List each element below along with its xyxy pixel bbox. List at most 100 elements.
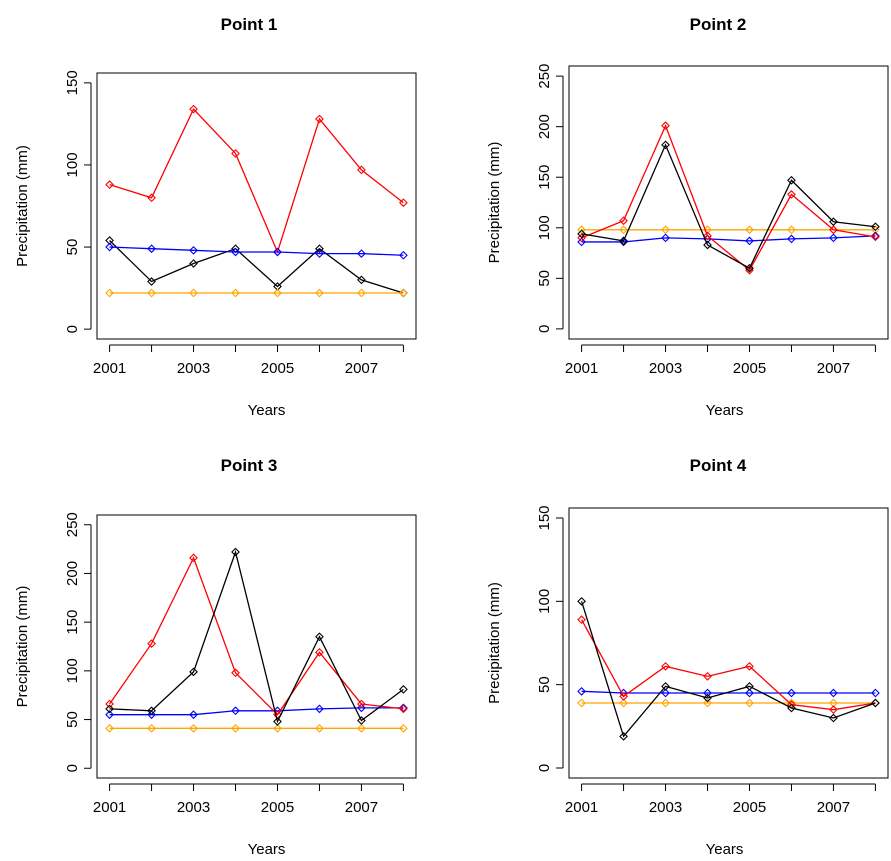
data-point	[787, 225, 796, 235]
series-3	[105, 242, 408, 260]
x-tick-label: 2007	[817, 360, 850, 377]
data-point	[357, 716, 366, 725]
data-point	[829, 705, 838, 715]
x-tick-label: 2005	[261, 360, 294, 377]
data-point	[703, 688, 712, 698]
x-tick-label: 2003	[649, 360, 682, 377]
data-point	[703, 231, 712, 241]
series-line	[109, 556, 404, 716]
data-point	[315, 723, 324, 733]
data-point	[147, 639, 156, 648]
x-axis-label: Years	[706, 402, 744, 419]
series-line	[109, 549, 404, 724]
data-point	[661, 661, 670, 671]
data-point	[189, 288, 198, 298]
data-point	[829, 233, 838, 243]
y-axis-label: Precipitation (mm)	[486, 142, 503, 264]
chart-panel-1: Point 1 0 50 100 150 2001 2003 2005 2007 Years Pre…	[14, 15, 417, 419]
x-tick-label: 2001	[565, 799, 598, 816]
data-point	[399, 288, 408, 298]
data-point	[231, 149, 240, 158]
data-point	[315, 288, 324, 298]
data-point	[231, 668, 240, 678]
data-point	[147, 288, 156, 298]
y-axis-label: Precipitation (mm)	[14, 145, 31, 267]
data-point	[577, 233, 586, 243]
data-point	[577, 615, 586, 625]
x-axis-label: Years	[248, 841, 286, 858]
series-line	[581, 143, 876, 270]
data-point	[189, 710, 198, 720]
data-point	[829, 688, 838, 698]
data-point	[745, 263, 754, 273]
series-line	[109, 707, 404, 716]
series-line	[109, 246, 404, 256]
series-3	[577, 121, 880, 275]
y-tick-label: 150	[64, 70, 81, 95]
data-point	[745, 661, 754, 671]
data-point	[231, 706, 240, 716]
data-point	[787, 688, 796, 698]
data-point	[315, 249, 324, 258]
x-tick-label: 2007	[345, 799, 378, 816]
y-tick-label: 100	[536, 215, 553, 240]
series-line	[581, 690, 876, 694]
x-axis-label: Years	[706, 841, 744, 858]
y-tick-label: 0	[64, 764, 81, 772]
x-tick-label: 2005	[261, 799, 294, 816]
chart-panel-4: Point 4 0 50 100 150 2001 2003 2005 2007 Years Pre…	[486, 456, 889, 858]
data-point	[745, 698, 754, 708]
series-line	[580, 601, 876, 738]
data-point	[399, 684, 408, 694]
data-point	[189, 245, 198, 255]
data-point	[147, 193, 156, 203]
data-point	[871, 231, 880, 241]
data-point	[147, 244, 156, 254]
data-point	[357, 288, 366, 298]
data-point	[231, 247, 240, 257]
data-point	[399, 704, 408, 714]
y-tick-label: 250	[536, 64, 553, 89]
data-point	[231, 547, 240, 557]
series-line	[109, 107, 404, 254]
data-point	[871, 222, 880, 232]
x-tick-label: 2005	[733, 360, 766, 377]
data-point	[661, 121, 670, 131]
x-tick-label: 2001	[93, 799, 126, 816]
data-point	[619, 236, 628, 246]
y-tick-label: 0	[536, 325, 553, 333]
data-point	[315, 647, 324, 657]
data-point	[357, 703, 366, 713]
y-tick-label: 150	[64, 610, 81, 635]
series-line	[581, 123, 876, 272]
data-point	[787, 234, 796, 244]
y-tick-label: 250	[64, 512, 81, 537]
series-1	[105, 104, 408, 257]
data-point	[105, 242, 114, 252]
x-tick-label: 2007	[345, 360, 378, 377]
series-line	[581, 235, 876, 243]
data-point	[619, 691, 628, 701]
data-point	[829, 217, 838, 227]
y-tick-label: 150	[536, 505, 553, 530]
data-point	[189, 667, 198, 677]
data-point	[787, 703, 796, 713]
x-axis-label: Years	[248, 402, 286, 419]
chart-panel-2: Point 2 0 50 100 150 200 250 2001 2003 2005 2007 Ye…	[486, 15, 889, 419]
chart-title: Point 3	[221, 456, 278, 475]
data-point	[661, 681, 670, 691]
data-point	[147, 710, 156, 720]
data-point	[703, 671, 712, 681]
data-point	[105, 180, 114, 190]
data-point	[703, 693, 712, 703]
data-point	[315, 704, 324, 714]
plot-frame	[96, 72, 417, 340]
series-1	[105, 723, 408, 733]
data-point	[703, 698, 712, 708]
data-point	[619, 216, 628, 226]
series-line	[581, 619, 876, 711]
data-point	[315, 114, 324, 124]
y-tick-label: 0	[536, 764, 553, 772]
x-tick-label: 2007	[817, 799, 850, 816]
